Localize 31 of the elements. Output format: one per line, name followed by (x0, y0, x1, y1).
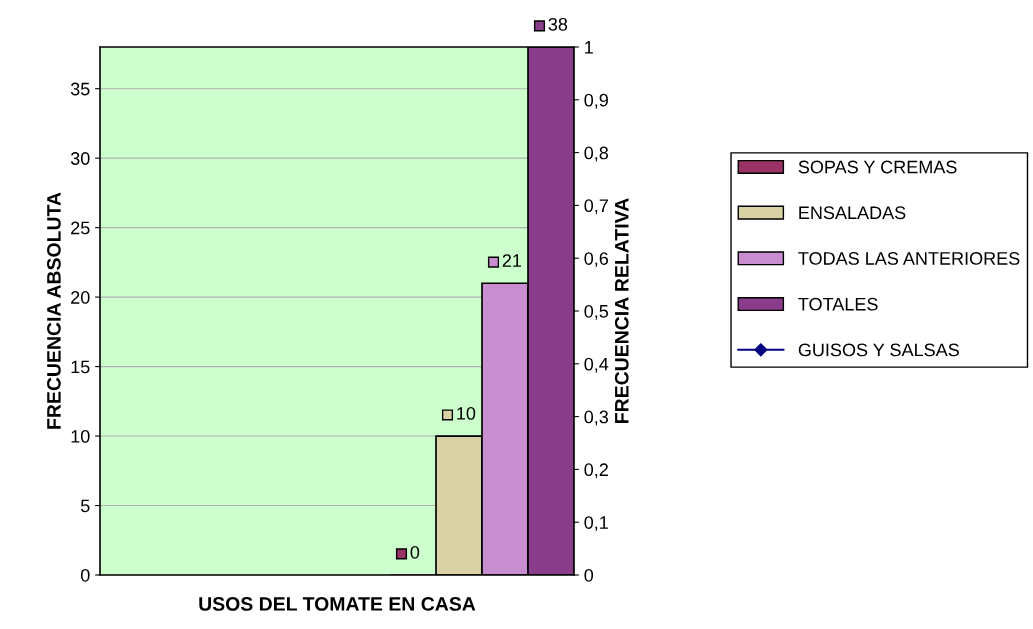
y2-tick-label: 0,1 (584, 516, 608, 532)
y-tick-label: 35 (70, 82, 90, 96)
data-label: 10 (457, 406, 476, 420)
y2-tick-label: 0,5 (584, 304, 609, 320)
y2-tick-label: 0,6 (584, 252, 609, 268)
y2-tick-label: 0,3 (584, 410, 609, 426)
y2-tick-label: 0,2 (584, 463, 608, 479)
y-tick-label: 5 (80, 499, 90, 513)
y2-tick-label: 0,9 (584, 93, 608, 109)
y-tick-label: 20 (71, 291, 90, 304)
legend-label: TOTALES (798, 297, 878, 311)
y-tick-label: 10 (71, 429, 90, 443)
legend-label: GUISOS Y SALSAS (798, 343, 959, 357)
x-axis-title: USOS DEL TOMATE EN CASA (199, 597, 476, 611)
y-tick-label: 0 (80, 568, 90, 582)
y-tick-label: 15 (71, 360, 90, 374)
y2-tick-label: 0 (584, 568, 594, 582)
y2-tick-label: 0,7 (584, 199, 608, 215)
data-label: 38 (548, 17, 568, 31)
y2-tick-label: 0,8 (584, 146, 609, 162)
y-tick-label: 25 (71, 221, 90, 235)
legend-label: ENSALADAS (799, 206, 906, 220)
data-label: 0 (410, 545, 420, 559)
legend-label: TODAS LAS ANTERIORES (798, 252, 1020, 265)
y2-axis-title: FRECUENCIA RELATIVA (614, 198, 629, 423)
legend-label: SOPAS Y CREMAS (798, 160, 957, 174)
y2-tick-label: 1 (585, 41, 593, 54)
y2-tick-label: 0,4 (584, 357, 609, 373)
data-label: 21 (502, 254, 522, 267)
y-axis-title: FRECUENCIA ABSOLUTA (47, 192, 61, 429)
y-tick-label: 30 (70, 152, 90, 165)
